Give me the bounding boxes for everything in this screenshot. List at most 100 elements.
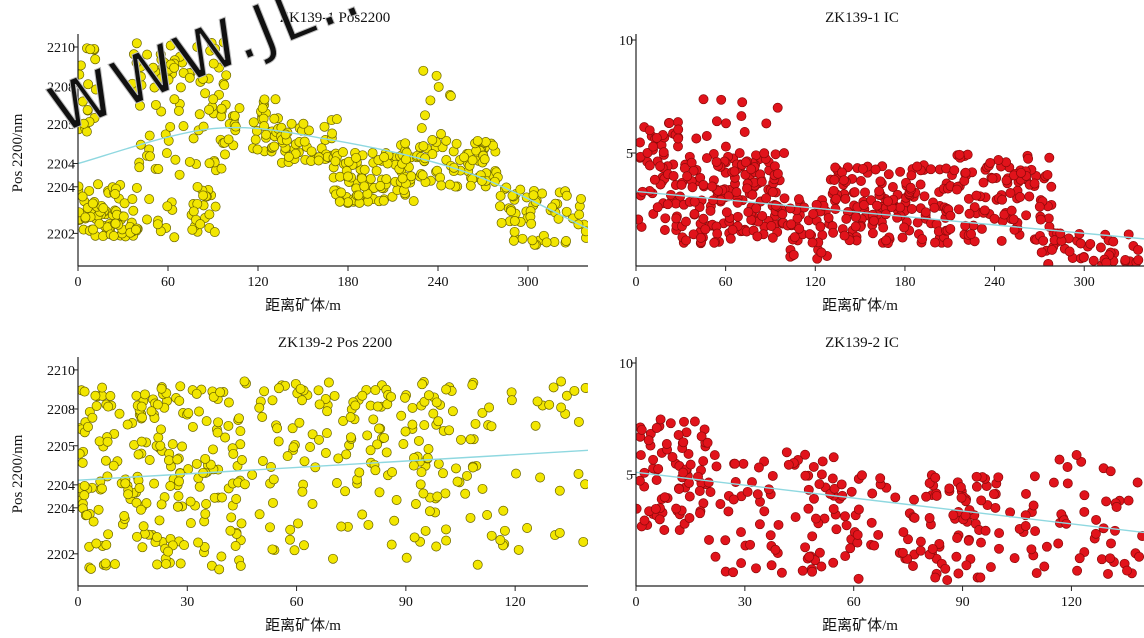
data-point [740,157,751,168]
data-point [953,204,964,215]
data-point [816,469,827,480]
data-point [359,181,370,192]
chart-panel-3: ZK139-2 Pos 2200 0 30 60 90 120 2202 2204 2204 22… [10,335,589,634]
data-point [220,57,230,68]
data-point [192,181,203,192]
data-point [771,200,781,211]
data-point [695,232,706,243]
data-point [413,435,424,446]
data-point [88,224,98,235]
data-point [146,406,157,417]
data-point [407,419,418,430]
data-point [897,547,908,558]
data-point [139,389,150,400]
data-point [561,390,572,401]
data-point [689,196,700,207]
data-point [198,190,209,201]
data-point [1134,551,1144,562]
data-point [294,417,305,428]
data-point [163,455,174,466]
data-point [314,399,325,410]
data-point [131,38,142,49]
data-point [709,450,720,461]
data-point [444,179,455,190]
data-point [702,437,713,448]
data-point [408,196,419,207]
data-point [78,448,85,459]
data-point [218,37,229,48]
data-point [959,175,970,186]
data-point [345,412,356,423]
data-point [331,478,342,488]
data-point [867,228,878,239]
data-point [994,528,1005,539]
data-point [759,148,770,159]
data-point [966,229,977,240]
data-point [704,534,714,545]
data-point [85,44,96,55]
data-point [809,493,819,504]
data-point [636,450,646,461]
data-point [912,217,923,228]
data-point [535,472,546,483]
data-point [460,488,471,499]
data-point [1029,178,1040,189]
data-point [694,486,705,496]
data-point [400,426,411,437]
data-point [391,495,402,505]
data-point [123,489,134,500]
data-point [1026,544,1037,555]
data-point [921,491,932,502]
x-tick-label: 90 [956,595,970,610]
y-tick-label: 2210 [47,364,75,379]
data-point [465,512,476,523]
data-point [480,137,491,147]
data-point [659,492,670,503]
data-point [912,161,923,172]
data-point [869,540,880,551]
data-point [128,205,139,216]
data-point [868,215,879,226]
data-point [319,121,330,132]
data-point [852,529,863,540]
data-point [988,489,999,500]
data-point [194,406,204,417]
data-point [175,82,186,93]
data-point [84,185,95,196]
data-point [765,530,776,541]
data-point [194,481,205,492]
data-point [742,486,753,497]
data-point [343,197,353,208]
data-point [482,510,493,520]
data-point [441,524,451,535]
data-point [556,402,567,413]
data-point [131,182,142,193]
data-point [220,432,231,443]
data-point [152,399,163,410]
data-point [814,479,825,490]
data-point [840,193,851,204]
data-point [915,545,926,556]
data-point [817,456,828,467]
data-point [331,114,342,125]
data-point [372,401,383,412]
y-tick-label: 2205 [47,440,75,455]
data-point [873,529,884,540]
data-point [266,462,276,472]
data-point [79,386,90,397]
data-point [132,531,142,542]
data-point [1021,488,1031,499]
data-point [495,535,506,545]
data-point [964,208,975,219]
data-point [452,476,463,487]
data-point [261,129,272,140]
data-point [725,233,736,244]
data-point [365,173,376,184]
data-point [216,551,227,562]
data-point [428,408,439,419]
data-point [971,481,982,492]
data-point [681,235,692,246]
data-point [711,461,722,472]
data-point [1005,188,1016,198]
data-point [313,155,324,166]
